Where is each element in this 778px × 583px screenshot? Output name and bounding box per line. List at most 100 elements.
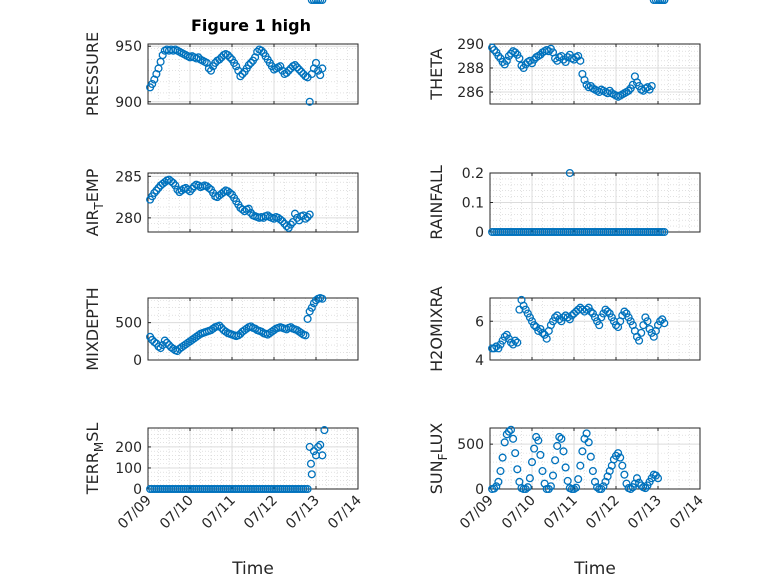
data-point	[565, 168, 574, 178]
panels: 900 950 PRESSURE 286 288 290 THETA 280 285 AIRTEM…	[83, 0, 707, 579]
data-point	[641, 313, 650, 322]
figure-title: Figure 1 high	[191, 16, 311, 35]
x-tick-label: 07/09	[115, 493, 155, 533]
data-point	[513, 338, 522, 347]
data-point	[582, 305, 591, 314]
y-tick-label: 0.2	[462, 166, 484, 182]
x-axis-label: Time	[573, 559, 616, 579]
x-tick-label: 07/14	[667, 492, 707, 532]
panel-mixdepth: 0 500 MIXDEPTH	[83, 287, 359, 371]
data-point	[154, 342, 163, 351]
data-point	[318, 451, 327, 460]
data-point	[221, 327, 230, 336]
data-point	[502, 56, 511, 65]
y-axis-label-mixdepth: MIXDEPTH	[83, 287, 102, 370]
y-tick-label: 290	[457, 37, 484, 53]
data-point	[637, 328, 646, 337]
data-point	[290, 61, 300, 70]
data-point	[530, 321, 539, 330]
data-point	[318, 294, 327, 303]
data-point	[620, 470, 629, 479]
y-tick-label: 280	[115, 211, 142, 227]
data-point	[527, 458, 537, 467]
data-point	[318, 64, 327, 73]
panel-h2omixra: 4 6 H2OMIXRA	[427, 286, 701, 372]
data-point	[185, 187, 195, 196]
data-point	[496, 340, 505, 349]
data-point	[656, 317, 665, 326]
axes-box	[147, 43, 359, 105]
data-point	[532, 323, 541, 332]
data-point	[307, 470, 316, 479]
data-point	[311, 58, 321, 67]
data-point	[576, 461, 585, 470]
data-point	[282, 222, 291, 231]
data-point	[586, 307, 595, 316]
panel-pressure: 900 950 PRESSURE	[83, 32, 359, 116]
data-point	[498, 453, 507, 462]
data-point	[206, 66, 216, 75]
x-tick-label: 07/13	[625, 493, 665, 533]
axes-box	[489, 427, 701, 490]
data-point	[194, 331, 203, 340]
data-point	[162, 338, 171, 347]
data-point	[492, 482, 501, 491]
axes-box	[147, 297, 359, 361]
data-point	[246, 58, 255, 67]
data-point	[496, 467, 505, 476]
panel-terr_msl: 0 100 200 TERRMSL 07/09 07/10 07/11 07/12 07/13 0…	[83, 423, 365, 579]
data-point	[603, 307, 612, 316]
data-point	[660, 319, 669, 328]
data-point	[150, 188, 159, 197]
data-point	[276, 215, 285, 224]
panel-rainfall: 0 0.1 0.2 RAINFALL	[427, 165, 701, 241]
data-point	[244, 61, 253, 70]
data-point	[509, 340, 518, 349]
y-tick-label: 200	[115, 440, 142, 456]
y-axis-label-theta: THETA	[427, 48, 446, 100]
data-point	[523, 483, 532, 492]
data-point	[519, 301, 528, 310]
data-point	[565, 315, 574, 324]
data-point	[305, 97, 314, 106]
data-point	[639, 321, 648, 330]
y-axis-label-terr_msl: TERRMSL	[83, 423, 106, 496]
axes-box	[489, 43, 701, 105]
data-point	[509, 434, 518, 443]
data-point	[160, 336, 169, 345]
data-point	[490, 45, 499, 55]
data-point	[626, 484, 635, 494]
data-point	[314, 66, 323, 75]
data-point	[257, 327, 266, 336]
x-tick-label: 07/12	[241, 493, 281, 533]
data-point	[297, 329, 306, 338]
data-point	[511, 48, 520, 57]
data-point	[169, 178, 178, 188]
data-point	[588, 309, 597, 318]
data-point	[286, 323, 295, 332]
y-tick-label: 500	[457, 437, 484, 453]
data-point	[500, 332, 509, 341]
data-point	[511, 336, 520, 345]
data-point	[584, 303, 593, 312]
y-tick-label: 286	[457, 85, 484, 101]
data-point	[576, 56, 585, 65]
data-point	[624, 86, 633, 95]
data-point	[209, 324, 218, 333]
data-point	[643, 83, 652, 92]
data-point	[624, 313, 633, 322]
panel-theta: 286 288 290 THETA	[427, 0, 701, 105]
data-point	[263, 211, 272, 220]
data-point	[658, 315, 667, 324]
data-point	[561, 463, 570, 472]
data-point	[572, 483, 581, 492]
data-point	[601, 477, 610, 486]
data-point	[578, 447, 587, 456]
data-point	[232, 62, 241, 71]
data-point	[544, 47, 553, 56]
y-tick-label: 4	[475, 353, 484, 369]
y-tick-label: 500	[115, 316, 142, 332]
y-tick-label: 288	[457, 61, 484, 77]
data-point	[521, 484, 530, 494]
data-point	[523, 309, 532, 318]
